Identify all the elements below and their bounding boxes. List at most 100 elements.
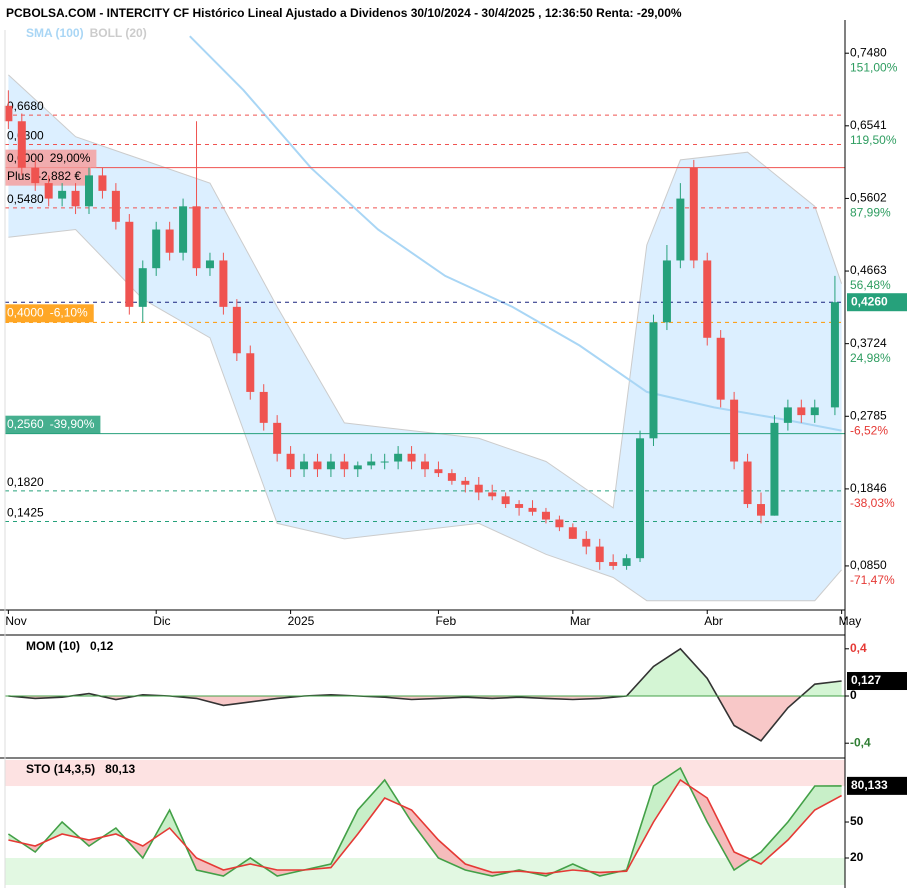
level-box — [5, 304, 94, 323]
y-tick-label: 0,2785 — [850, 408, 887, 422]
candle-body — [689, 167, 698, 261]
level-value: 0,6680 — [7, 99, 44, 113]
candle-body — [595, 546, 604, 563]
candle-body — [58, 190, 67, 199]
y-tick-label: 20 — [850, 850, 864, 864]
candle-body — [259, 391, 268, 423]
level-label: 0,1425 — [7, 506, 44, 520]
candle-body — [125, 221, 134, 307]
level-label: 0,6680 — [7, 99, 44, 113]
candle-body — [770, 422, 779, 516]
level-box — [5, 149, 97, 168]
candle-body — [326, 461, 335, 470]
candle-body — [501, 496, 510, 505]
current-label: 80,133 — [851, 778, 888, 792]
candle-body — [300, 461, 309, 470]
y-tick-label: 0,6541 — [850, 118, 887, 132]
panel-value: 0,12 — [90, 639, 114, 653]
level-label: 0,2560 -39,90% — [5, 415, 101, 434]
y-tick-label: 0,4663 — [850, 263, 887, 277]
candle-body — [636, 438, 645, 559]
candle-body — [461, 480, 470, 485]
candle-body — [488, 492, 497, 497]
candle-body — [111, 190, 120, 222]
boll-lower — [8, 228, 842, 602]
y-tick-label: -0,4 — [850, 735, 871, 749]
panel-title: MOM (10) — [26, 639, 80, 653]
candle-body — [85, 175, 93, 207]
y-tick-percent: 56,48% — [850, 278, 891, 292]
level-label: 0,1820 — [7, 475, 44, 489]
candle-body — [31, 167, 40, 184]
candle-body — [340, 461, 349, 470]
candle-body — [541, 511, 550, 520]
x-tick-label: Dic — [153, 614, 170, 628]
y-tick-label: 0 — [850, 688, 857, 702]
candle-body — [528, 507, 537, 512]
chart-title: PCBOLSA.COM - INTERCITY CF Histórico Lin… — [6, 6, 682, 20]
boll-band — [8, 74, 842, 601]
candle-body — [407, 453, 416, 462]
y-tick-percent: -38,03% — [850, 496, 895, 510]
candle-body — [44, 183, 53, 199]
candle-body — [743, 461, 752, 505]
candle-body — [17, 121, 26, 168]
candle-body — [474, 484, 483, 493]
candle-body — [286, 453, 295, 470]
legend-entry: SMA (100) — [26, 26, 84, 40]
y-tick-label: 0,7480 — [850, 45, 887, 59]
candle-body — [622, 558, 631, 566]
y-tick-label: 0,0850 — [850, 558, 887, 572]
candle-body — [568, 527, 577, 539]
panel-value: 80,13 — [105, 762, 135, 776]
y-tick-label: 0,4 — [850, 641, 867, 655]
level-value: 0,4000 — [7, 305, 44, 319]
candle-body — [662, 260, 671, 323]
candle-body — [676, 198, 685, 261]
x-tick-label: 2025 — [288, 614, 315, 628]
y-tick-label: 50 — [850, 814, 864, 828]
y-tick-percent: 151,00% — [850, 60, 898, 74]
area-below — [8, 696, 842, 741]
level-label: 0,600029,00%Plus: -2,882 € — [5, 149, 97, 186]
candle-body — [716, 337, 725, 400]
current-box — [847, 672, 907, 691]
level-tag: -6,10% — [50, 305, 88, 319]
x-tick-label: Abr — [704, 614, 723, 628]
candle-body — [138, 268, 147, 307]
series-line — [8, 647, 842, 742]
candle-body — [830, 302, 839, 408]
candle-body — [649, 322, 658, 439]
candle-body — [730, 399, 739, 462]
y-tick-percent: -6,52% — [850, 423, 888, 437]
y-tick-percent: 119,50% — [850, 133, 897, 147]
zone — [5, 760, 845, 787]
candle-body — [810, 407, 819, 416]
candle-body — [447, 473, 456, 481]
level-value: 0,5480 — [7, 192, 44, 206]
candle-body — [232, 306, 241, 354]
candle-body — [165, 229, 174, 253]
candle-body — [434, 469, 443, 474]
panel-title: STO (14,3,5) — [26, 762, 95, 776]
current-box — [847, 776, 907, 795]
candle-body — [273, 422, 282, 454]
level-value: 0,1425 — [7, 506, 44, 520]
y-tick-percent: 24,98% — [850, 351, 891, 365]
candle-body — [757, 504, 765, 516]
y-tick-label: 0,5602 — [850, 191, 887, 205]
candle-body — [179, 206, 188, 253]
candle-body — [367, 461, 376, 466]
candle-body — [609, 562, 618, 566]
candle-body — [313, 461, 322, 470]
candle-body — [219, 260, 228, 307]
x-tick-label: Nov — [5, 614, 26, 628]
candle-body — [783, 407, 792, 423]
y-tick-label: 0,3724 — [850, 336, 887, 350]
x-tick-label: May — [839, 614, 862, 628]
legend-entry: BOLL (20) — [90, 26, 147, 40]
candle-body — [380, 461, 389, 463]
candle-body — [71, 190, 80, 207]
candle-body — [246, 353, 255, 392]
candle-body — [4, 105, 13, 122]
